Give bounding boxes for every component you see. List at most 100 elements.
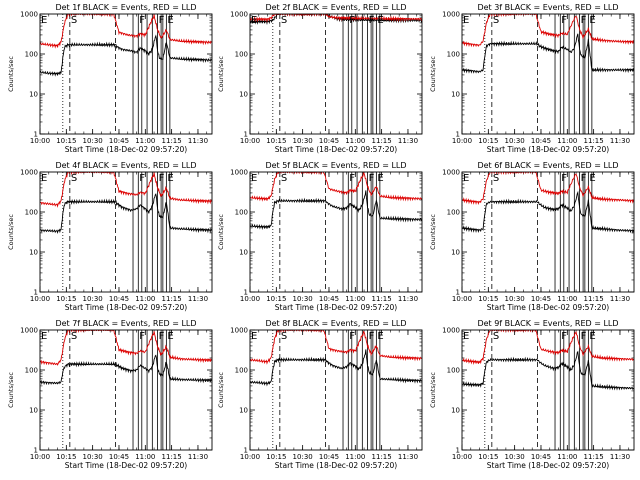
x-tick-label: 11:00 xyxy=(135,137,155,145)
y-tick-label: 1 xyxy=(244,131,248,139)
marker-label: E xyxy=(377,331,383,342)
marker-label: E xyxy=(463,331,469,342)
lld-series-line xyxy=(250,14,422,23)
marker-label: F xyxy=(139,15,145,26)
events-series-line xyxy=(40,193,212,235)
marker-label: S xyxy=(71,15,77,26)
x-tick-label: 11:00 xyxy=(345,453,365,461)
plot-frame xyxy=(39,171,213,293)
x-tick-label: 11:30 xyxy=(398,295,418,303)
x-tick-label: 10:15 xyxy=(266,453,286,461)
y-tick-label: 1000 xyxy=(442,327,460,335)
detector-panel-8: Det 8f BLACK = Events, RED = LLD Counts/s… xyxy=(217,319,423,470)
y-tick-label: 1 xyxy=(244,289,248,297)
detector-panel-5: Det 5f BLACK = Events, RED = LLD Counts/s… xyxy=(217,161,423,312)
detector-panel-7: Det 7f BLACK = Events, RED = LLD Counts/s… xyxy=(7,319,213,470)
x-tick-label: 10:45 xyxy=(109,453,129,461)
plot-area xyxy=(250,14,422,134)
plot-frame xyxy=(39,13,213,135)
plot-frame xyxy=(461,329,635,451)
marker-label: E xyxy=(41,173,47,184)
y-tick-label: 10 xyxy=(239,407,248,415)
x-tick-label: 10:15 xyxy=(478,295,498,303)
x-tick-label: 11:00 xyxy=(135,453,155,461)
x-tick-label: 11:15 xyxy=(584,137,604,145)
y-tick-label: 1000 xyxy=(230,11,248,19)
y-tick-label: 1 xyxy=(456,131,460,139)
y-tick-label: 1000 xyxy=(20,11,38,19)
events-series-line xyxy=(250,190,422,230)
y-axis-label: Counts/sec xyxy=(7,56,15,92)
y-tick-label: 1000 xyxy=(20,327,38,335)
x-axis-label: Start Time (18-Dec-02 09:57:20) xyxy=(65,461,187,470)
plot-area xyxy=(462,14,634,134)
plot-frame xyxy=(461,171,635,293)
marker-label: F xyxy=(561,173,567,184)
y-tick-label: 1 xyxy=(244,447,248,455)
marker-label: F xyxy=(159,173,165,184)
plot-area xyxy=(250,172,422,292)
marker-label: E xyxy=(589,15,595,26)
y-tick-label: 10 xyxy=(29,407,38,415)
y-tick-label: 100 xyxy=(235,209,248,217)
panel-title: Det 4f BLACK = Events, RED = LLD xyxy=(55,161,196,170)
x-tick-label: 10:30 xyxy=(83,453,103,461)
y-tick-label: 1000 xyxy=(20,169,38,177)
y-tick-label: 1000 xyxy=(230,169,248,177)
y-tick-label: 100 xyxy=(447,367,460,375)
marker-label: E xyxy=(251,15,257,26)
plot-area xyxy=(40,172,212,292)
panel-title: Det 5f BLACK = Events, RED = LLD xyxy=(265,161,406,170)
plot-frame xyxy=(249,171,423,293)
y-tick-label: 1 xyxy=(34,447,38,455)
marker-label: F xyxy=(349,173,355,184)
detector-panel-6: Det 6f BLACK = Events, RED = LLD Counts/s… xyxy=(429,161,635,312)
y-tick-label: 1 xyxy=(456,447,460,455)
x-tick-label: 10:45 xyxy=(319,453,339,461)
marker-label: S xyxy=(281,15,287,26)
x-axis-label: Start Time (18-Dec-02 09:57:20) xyxy=(65,145,187,154)
marker-label: F xyxy=(349,331,355,342)
marker-label: F xyxy=(349,15,355,26)
marker-label: E xyxy=(41,331,47,342)
x-tick-label: 10:15 xyxy=(266,137,286,145)
marker-label: E xyxy=(589,173,595,184)
plot-frame xyxy=(249,329,423,451)
x-tick-label: 11:15 xyxy=(372,137,392,145)
marker-label: E xyxy=(463,15,469,26)
marker-label: S xyxy=(71,173,77,184)
y-axis-label: Counts/sec xyxy=(217,372,225,408)
x-tick-label: 10:45 xyxy=(531,295,551,303)
marker-label: F xyxy=(581,15,587,26)
x-tick-label: 11:00 xyxy=(345,295,365,303)
y-axis-label: Counts/sec xyxy=(429,56,437,92)
y-tick-label: 10 xyxy=(451,91,460,99)
x-tick-label: 10:30 xyxy=(505,453,525,461)
marker-label: E xyxy=(589,331,595,342)
events-series-line xyxy=(250,349,422,387)
lld-series-line xyxy=(462,330,634,365)
lld-series-line xyxy=(462,14,634,48)
events-series-line xyxy=(40,34,212,77)
x-tick-label: 10:45 xyxy=(319,137,339,145)
marker-label: E xyxy=(167,331,173,342)
x-tick-label: 11:00 xyxy=(557,295,577,303)
x-tick-label: 10:45 xyxy=(109,137,129,145)
x-tick-label: 10:15 xyxy=(56,295,76,303)
marker-label: E xyxy=(377,15,383,26)
x-tick-label: 10:00 xyxy=(452,295,472,303)
x-tick-label: 10:15 xyxy=(56,453,76,461)
x-axis-label: Start Time (18-Dec-02 09:57:20) xyxy=(487,461,609,470)
marker-label: E xyxy=(41,15,47,26)
marker-label: F xyxy=(159,331,165,342)
detector-panel-3: Det 3f BLACK = Events, RED = LLD Counts/s… xyxy=(429,3,635,154)
y-axis-label: Counts/sec xyxy=(429,372,437,408)
x-tick-label: 10:00 xyxy=(240,453,260,461)
x-tick-label: 10:30 xyxy=(83,295,103,303)
x-axis-label: Start Time (18-Dec-02 09:57:20) xyxy=(487,145,609,154)
x-tick-label: 11:15 xyxy=(162,295,182,303)
y-tick-label: 10 xyxy=(29,91,38,99)
y-tick-label: 1 xyxy=(456,289,460,297)
marker-label: E xyxy=(167,173,173,184)
x-tick-label: 10:30 xyxy=(505,137,525,145)
